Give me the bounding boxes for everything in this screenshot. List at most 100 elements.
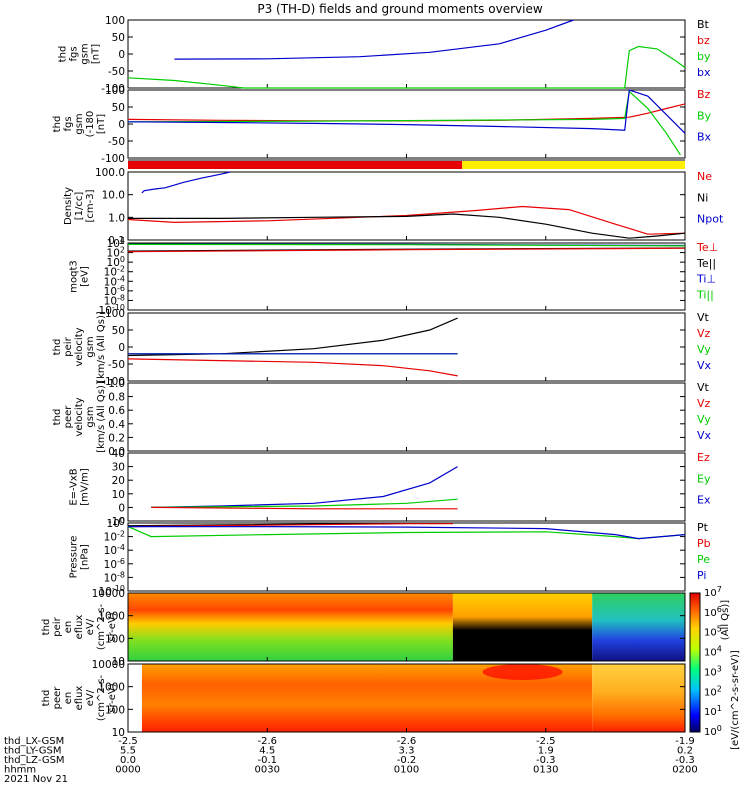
series-line-Te⊥: [127, 247, 686, 253]
y-axis-label: peir: [63, 336, 74, 356]
colorbar: 100101102103104105106107[eV/(cm^2-s-sr-e…: [689, 585, 741, 750]
y-tick-label: 0.1: [108, 235, 125, 247]
orbit-row-value: 0000: [115, 765, 140, 776]
series-group-pressure: [127, 522, 686, 540]
y-axis-label: [eV]: [80, 266, 91, 287]
orbit-row-value: -2.5: [536, 736, 556, 747]
y-tick-label: 0: [118, 119, 125, 131]
y-axis-label: [1/cc]: [74, 192, 85, 221]
y-axis-label: thd: [52, 116, 63, 133]
legend-entry: Vy: [697, 413, 711, 426]
series-line-bx: [174, 19, 574, 60]
colorbar-gradient: [689, 592, 701, 733]
legend-entry: Ne: [697, 170, 712, 183]
y-axis-label: eflux: [74, 686, 85, 711]
y-axis-label: velocity: [74, 327, 85, 366]
y-tick-label: 40: [112, 448, 125, 460]
series-line-Pe: [127, 526, 686, 540]
orbit-row-value: 5.5: [120, 746, 136, 757]
panel-electron-velocity: 1.0 0.80.6 0.40.2 0.0 thd peer velocity gsm [km/…: [52, 378, 712, 458]
series-line-Ey: [151, 498, 458, 508]
y-axis-label: thd: [41, 690, 52, 707]
orbit-row-value: 0.2: [677, 746, 693, 757]
series-group-ion-velocity: [127, 317, 458, 377]
series-line-Ex: [151, 466, 458, 508]
y-axis-label: fgs: [63, 116, 74, 131]
y-axis-label: gsm: [85, 406, 96, 427]
colorbar-tick-label: 103: [704, 664, 722, 678]
y-axis-label: [km/s (All Qs)]: [96, 381, 107, 453]
y-tick-label: 100: [105, 633, 125, 645]
y-axis-label: Density: [63, 187, 74, 225]
panel-frame: [127, 312, 686, 382]
orbit-row-value: -0.2: [397, 755, 417, 766]
y-axis-label: sr-eV): [107, 683, 118, 712]
legend-entry: Pb: [697, 537, 711, 550]
y-axis-label: peer: [52, 686, 63, 710]
legend-entry: Bt: [697, 18, 710, 31]
series-group-efield: [151, 466, 458, 510]
y-tick-label: 0: [118, 502, 125, 514]
y-tick-label: 0.2: [108, 432, 125, 444]
y-axis-label: peer: [63, 405, 74, 429]
panel-mode-bar: [128, 159, 685, 169]
series-line-by: [127, 45, 686, 89]
y-tick-label: -50: [108, 359, 125, 371]
y-axis-label: [nT]: [96, 114, 107, 134]
y-tick-label: -100: [101, 376, 125, 388]
y-tick-label: 50: [112, 32, 125, 44]
ion-spectrogram-c: [592, 593, 685, 661]
orbit-row-value: 0100: [394, 765, 419, 776]
series-line-Pb: [127, 523, 453, 528]
y-axis-label: peir: [52, 616, 63, 636]
mode-bar-red: [128, 161, 463, 169]
panel-frame: [127, 452, 686, 522]
y-tick-label: 10-2: [104, 530, 125, 544]
series-line-Bz: [127, 103, 686, 122]
y-axis-label: [nT]: [91, 44, 102, 64]
y-tick-label: 100.0: [95, 167, 125, 179]
legend-entry: Vz: [697, 397, 711, 410]
y-axis-label: velocity: [74, 397, 85, 436]
y-tick-label: 10: [112, 489, 125, 501]
y-tick-label: 10-4: [104, 543, 125, 557]
y-axis-label: gsm: [74, 113, 85, 134]
legend-entry: Ti⊥: [696, 273, 716, 286]
y-tick-label: 0.0: [108, 446, 125, 458]
y-tick-label: 10000: [92, 659, 125, 671]
legend-entry: Vx: [697, 359, 712, 372]
y-tick-label: 0.4: [108, 419, 125, 431]
y-tick-label: -50: [108, 66, 125, 78]
orbit-row-value: 3.3: [399, 746, 415, 757]
series-line-Ez: [151, 506, 458, 510]
colorbar-side-label: (All Qs)]: [720, 600, 731, 640]
y-axis-label: gsm: [80, 43, 91, 64]
y-axis-label: [cm-3]: [85, 189, 96, 222]
legend-entry: bx: [697, 66, 711, 79]
orbit-row-value: 1.9: [538, 746, 554, 757]
series-line-By: [127, 90, 681, 156]
series-group-temperature: [127, 243, 686, 253]
electron-spectrogram-hot: [482, 664, 563, 680]
series-line-Ti||: [127, 243, 686, 247]
colorbar-tick-label: 101: [704, 704, 722, 718]
panel-frame: [127, 171, 686, 241]
series-group-fgs-dsl: [127, 89, 686, 156]
orbit-row-value: 0130: [533, 765, 558, 776]
date-label: 2021 Nov 21: [4, 774, 68, 785]
legend-entry: Pt: [697, 521, 709, 534]
y-tick-label: 10-6: [104, 557, 125, 571]
y-axis-label: eflux: [74, 615, 85, 640]
y-tick-label: 1000: [98, 611, 125, 623]
y-tick-label: -100: [101, 83, 125, 95]
y-tick-label: -50: [108, 136, 125, 148]
orbit-row-value: -2.6: [257, 736, 277, 747]
legend-entry: Pe: [697, 553, 710, 566]
series-line-Npot: [141, 171, 231, 194]
legend-entry: Ni: [697, 191, 708, 204]
legend-entry: Npot: [697, 213, 724, 226]
y-tick-label: 0.8: [108, 392, 125, 404]
